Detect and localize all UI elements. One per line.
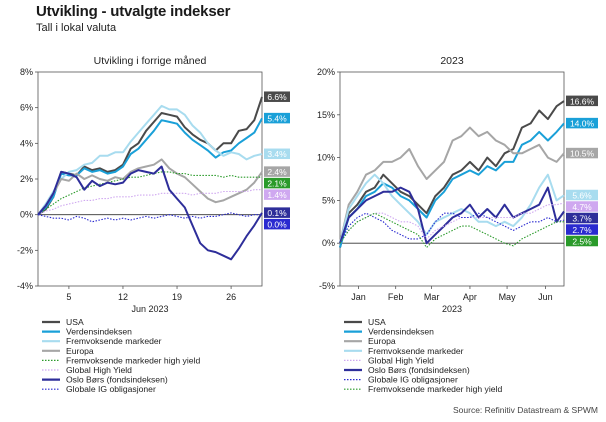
value-label: 3.7%	[572, 213, 592, 223]
value-label: 3.4%	[267, 149, 287, 159]
x-tick-label: 12	[118, 292, 128, 302]
value-label-box	[264, 148, 290, 160]
y-tick-label: 8%	[20, 67, 33, 77]
value-label: 0.1%	[267, 208, 287, 218]
x-tick-label: Feb	[388, 292, 404, 302]
y-tick-label: 0%	[20, 210, 33, 220]
y-tick-label: 15%	[317, 110, 335, 120]
y-tick-label: -4%	[17, 281, 33, 291]
x-tick-label: 26	[226, 292, 236, 302]
value-label: 1.4%	[267, 190, 287, 200]
legend-label: Globale IG obligasjoner	[66, 384, 156, 394]
series-line-oslo	[339, 186, 565, 245]
y-tick-label: 5%	[322, 195, 335, 205]
value-label: 5.4%	[267, 114, 287, 124]
legend-label: Fremvoksende markeder high yield	[368, 384, 502, 394]
value-label-box	[566, 147, 598, 159]
legend-label: Fremvoksende markeder	[368, 346, 464, 356]
value-label-box	[566, 95, 598, 107]
x-axis-label: 2023	[442, 304, 462, 314]
chart-title: Utvikling i forrige måned	[94, 55, 207, 67]
series-line-usa	[339, 100, 565, 248]
x-tick-label: Mar	[424, 292, 440, 302]
value-label: 6.6%	[267, 92, 287, 102]
chart-monthly: Utvikling i forrige måned -4% -2% 0% 2% 4% 6% 8…	[17, 55, 290, 394]
series-line-fremvoksende_hy	[339, 212, 564, 249]
legend-label: Verdensindeksen	[66, 327, 132, 337]
series-line-fremvoksende	[339, 173, 565, 244]
y-tick-label: 4%	[20, 138, 33, 148]
y-tick-label: 0%	[322, 238, 335, 248]
y-tick-label: 2%	[20, 174, 33, 184]
value-label: 4.7%	[572, 202, 592, 212]
value-label: 2.4%	[267, 167, 287, 177]
value-label-box	[264, 177, 290, 189]
series-line-global_ig	[37, 212, 262, 223]
x-tick-label: Apr	[463, 292, 477, 302]
legend-label: Europa	[368, 336, 396, 346]
x-axis-label: Jun 2023	[131, 304, 168, 314]
value-label-box	[264, 218, 290, 230]
series-line-global_hy	[339, 202, 565, 244]
series-line-europa	[339, 126, 565, 244]
value-label: 16.6%	[570, 96, 595, 106]
chart-ytd: 2023 -5% 0% 5% 10% 15% 20% Jan Feb Mar Apr May Jun 20…	[317, 55, 598, 394]
x-tick-label: May	[499, 292, 517, 302]
value-label: 5.6%	[572, 190, 592, 200]
legend-label: Europa	[66, 346, 94, 356]
series-line-global_ig	[339, 212, 565, 244]
value-label: 10.5%	[570, 149, 595, 159]
page-subtitle: Tall i lokal valuta	[36, 22, 117, 34]
value-label: 0.0%	[267, 220, 287, 230]
source-note: Source: Refinitiv Datastream & SPWM	[452, 405, 598, 415]
x-tick-label: 19	[172, 292, 182, 302]
legend-label: Globale IG obligasjoner	[368, 375, 458, 385]
legend-label: Oslo Børs (fondsindeksen)	[368, 365, 470, 375]
x-tick-label: Jan	[351, 292, 366, 302]
series-line-global_hy	[37, 189, 262, 216]
value-label-box	[566, 224, 598, 235]
value-label-box	[264, 166, 290, 177]
value-label-box	[264, 207, 290, 218]
series-line-verden	[339, 122, 565, 248]
y-tick-label: 10%	[317, 153, 335, 163]
legend-label: USA	[368, 317, 386, 327]
legend-label: Fremvoksende markeder high yield	[66, 355, 200, 365]
value-label: 14.0%	[570, 119, 595, 129]
value-label-box	[566, 235, 598, 247]
legend-label: Global High Yield	[66, 365, 132, 375]
chart-title: 2023	[440, 55, 464, 67]
value-label-box	[566, 189, 598, 201]
value-label: 2.7%	[572, 225, 592, 235]
legend-label: Global High Yield	[368, 355, 434, 365]
value-label-box	[566, 212, 598, 224]
y-tick-label: 6%	[20, 103, 33, 113]
y-tick-label: 20%	[317, 67, 335, 77]
page-title: Utvikling - utvalgte indekser	[36, 3, 231, 20]
series-line-oslo	[37, 165, 263, 261]
x-tick-label: Jun	[538, 292, 553, 302]
plot-frame	[339, 71, 565, 287]
series-line-fremvoksende_hy	[37, 171, 262, 216]
value-label: 2.5%	[572, 236, 592, 246]
legend-label: Verdensindeksen	[368, 327, 434, 337]
series-line-europa	[37, 158, 263, 216]
value-label: 2.1%	[267, 179, 287, 189]
y-tick-label: -2%	[17, 245, 33, 255]
legend-label: Oslo Børs (fondsindeksen)	[66, 375, 168, 385]
legend-label: Fremvoksende markeder	[66, 336, 162, 346]
y-tick-label: -5%	[319, 281, 335, 291]
value-label-box	[264, 91, 290, 102]
value-label-box	[264, 189, 290, 200]
value-label-box	[264, 112, 290, 124]
x-tick-label: 5	[66, 292, 71, 302]
value-label-box	[566, 117, 598, 129]
series-line-fremvoksende	[37, 104, 263, 216]
legend-label: USA	[66, 317, 84, 327]
value-label-box	[566, 201, 598, 212]
